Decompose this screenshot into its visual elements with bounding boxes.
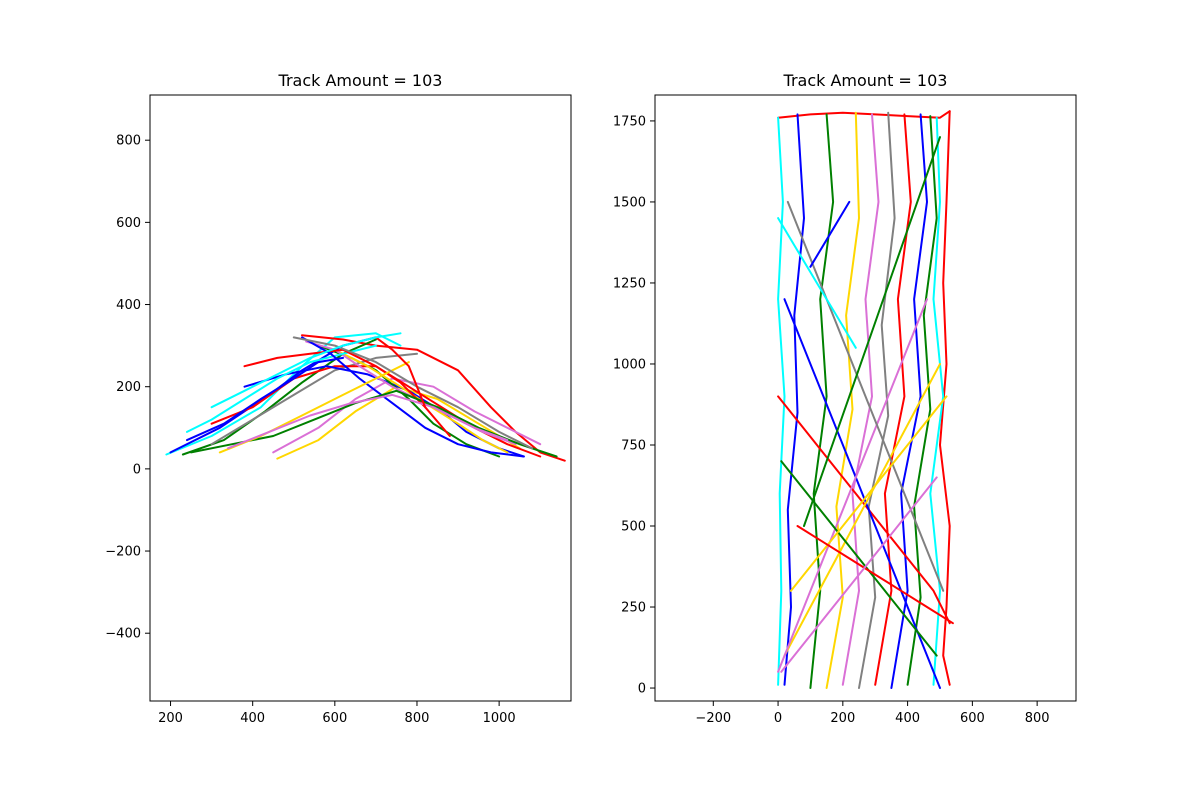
y-tick-label: 800: [116, 134, 141, 149]
series-line-10: [890, 113, 928, 689]
series-line-6: [272, 377, 542, 454]
x-tick-label: 800: [405, 711, 430, 726]
series-line-18: [786, 200, 945, 592]
y-tick-label: 0: [638, 682, 646, 697]
y-tick-label: 750: [621, 438, 646, 453]
chart-title: Track Amount = 103: [278, 71, 443, 90]
y-tick-label: 0: [133, 462, 141, 477]
axes-frame: [149, 94, 572, 702]
series-line-17: [780, 460, 938, 657]
series-line-20: [796, 525, 954, 625]
series-line-12: [929, 116, 945, 686]
series-line-3: [777, 116, 786, 686]
series-line-3: [301, 334, 566, 462]
chart-panel-2: −200 0 200 400 600 800 0 250 500 750 1000 1250 1500 1…: [613, 71, 1077, 726]
series-line-19: [790, 395, 948, 592]
y-tick-label: 200: [116, 380, 141, 395]
series-line-7: [210, 352, 418, 446]
series-line-24: [803, 136, 941, 527]
chart-panel-1: 200 400 600 800 1000 −400 −200 0 200 400 600 800 Tra…: [105, 71, 572, 726]
y-tick-label: 600: [116, 216, 141, 231]
axes-frame: [654, 94, 1077, 702]
x-tick-label: 0: [774, 711, 782, 726]
series-line-14: [783, 298, 941, 689]
x-tick-label: 600: [960, 711, 985, 726]
series-line-4: [783, 113, 805, 686]
y-tick-label: 1250: [613, 276, 646, 291]
y-tick-label: 1000: [613, 357, 646, 372]
series-line-18: [227, 393, 509, 450]
y-tick-label: 400: [116, 298, 141, 313]
series-line-9: [243, 365, 525, 458]
series-line-22: [777, 217, 857, 349]
series-group: [777, 110, 954, 689]
y-tick-label: 250: [621, 601, 646, 616]
series-line-1: [777, 110, 951, 119]
series-line-15: [301, 336, 525, 458]
x-tick-label: 1000: [483, 711, 516, 726]
y-tick-label: 1500: [613, 195, 646, 210]
series-line-22: [210, 332, 402, 409]
series-line-2: [939, 110, 951, 686]
series-line-7: [841, 113, 880, 686]
x-tick-label: −200: [695, 711, 731, 726]
x-tick-label: 800: [1025, 711, 1050, 726]
series-line-20: [374, 336, 427, 409]
series-line-23: [780, 476, 938, 673]
series-line-15: [783, 363, 941, 657]
x-tick-label: 600: [322, 711, 347, 726]
y-tick-label: −400: [105, 627, 141, 642]
x-tick-label: 200: [158, 711, 183, 726]
series-line-8: [858, 111, 896, 689]
series-line-21: [809, 200, 851, 268]
series-line-11: [906, 115, 938, 686]
y-tick-label: 1750: [613, 114, 646, 129]
chart-title: Track Amount = 103: [783, 71, 948, 90]
series-line-13: [777, 395, 951, 625]
series-line-9: [874, 113, 912, 686]
x-tick-label: 200: [830, 711, 855, 726]
y-tick-label: −200: [105, 545, 141, 560]
series-line-21: [186, 356, 344, 442]
series-line-16: [777, 298, 928, 673]
x-tick-label: 400: [240, 711, 265, 726]
series-group: [165, 332, 566, 462]
series-line-8: [210, 365, 542, 458]
y-tick-label: 500: [621, 520, 646, 535]
series-line-13: [186, 344, 377, 433]
x-tick-label: 400: [895, 711, 920, 726]
series-line-6: [825, 111, 860, 689]
